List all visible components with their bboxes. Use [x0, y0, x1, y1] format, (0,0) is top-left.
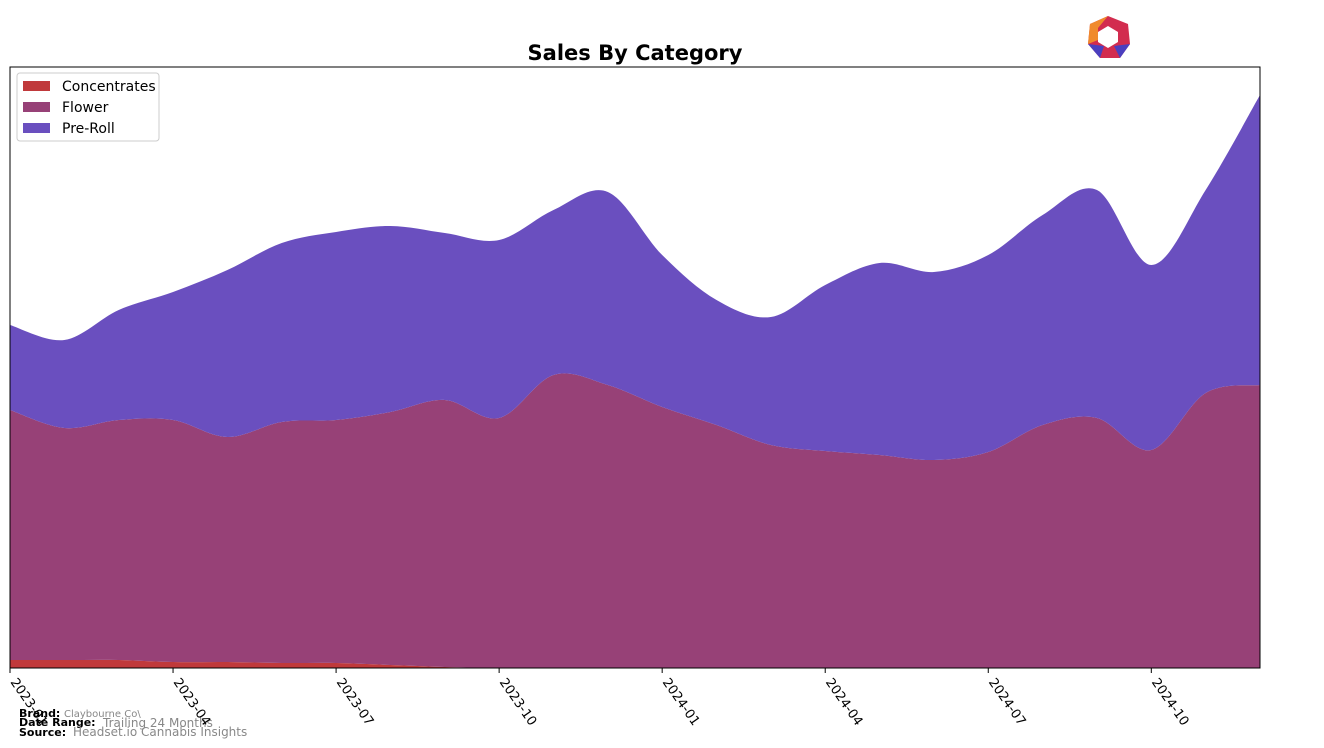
legend-swatch	[23, 123, 50, 133]
plot-area	[10, 95, 1260, 669]
footer: Brand: Claybourne Co\ Date Range: Traili…	[19, 707, 247, 739]
footer-label: Brand:	[19, 707, 60, 720]
x-tick-label: 2023-07	[333, 676, 376, 729]
footer-value: Trailing 24 Months	[102, 716, 213, 730]
legend-swatch	[23, 81, 50, 91]
area	[10, 373, 1260, 669]
plot-frame	[9, 66, 1261, 669]
legend: Concentrates Flower Pre-Roll	[16, 72, 160, 142]
chart-title: Sales By Category	[528, 41, 743, 65]
area	[10, 659, 1260, 669]
x-tick-label: 2023-10	[496, 676, 539, 729]
x-tick-label: 2024-01	[659, 676, 702, 729]
logo	[1088, 16, 1130, 58]
footer-label: Source:	[19, 726, 66, 739]
legend-swatch	[23, 102, 50, 112]
area	[10, 95, 1260, 461]
footer-value: Headset.io Cannabis Insights	[73, 725, 247, 739]
legend-box	[16, 72, 160, 142]
legend-label: Concentrates	[62, 79, 156, 95]
x-tick-label: 2024-10	[1148, 676, 1191, 729]
legend-label: Pre-Roll	[62, 121, 115, 137]
x-tick-label: 2024-04	[822, 676, 865, 729]
footer-label: Date Range:	[19, 716, 96, 729]
legend-label: Flower	[62, 100, 109, 116]
x-tick-label: 2024-07	[985, 676, 1028, 729]
footer-value: Claybourne Co\	[64, 709, 141, 720]
